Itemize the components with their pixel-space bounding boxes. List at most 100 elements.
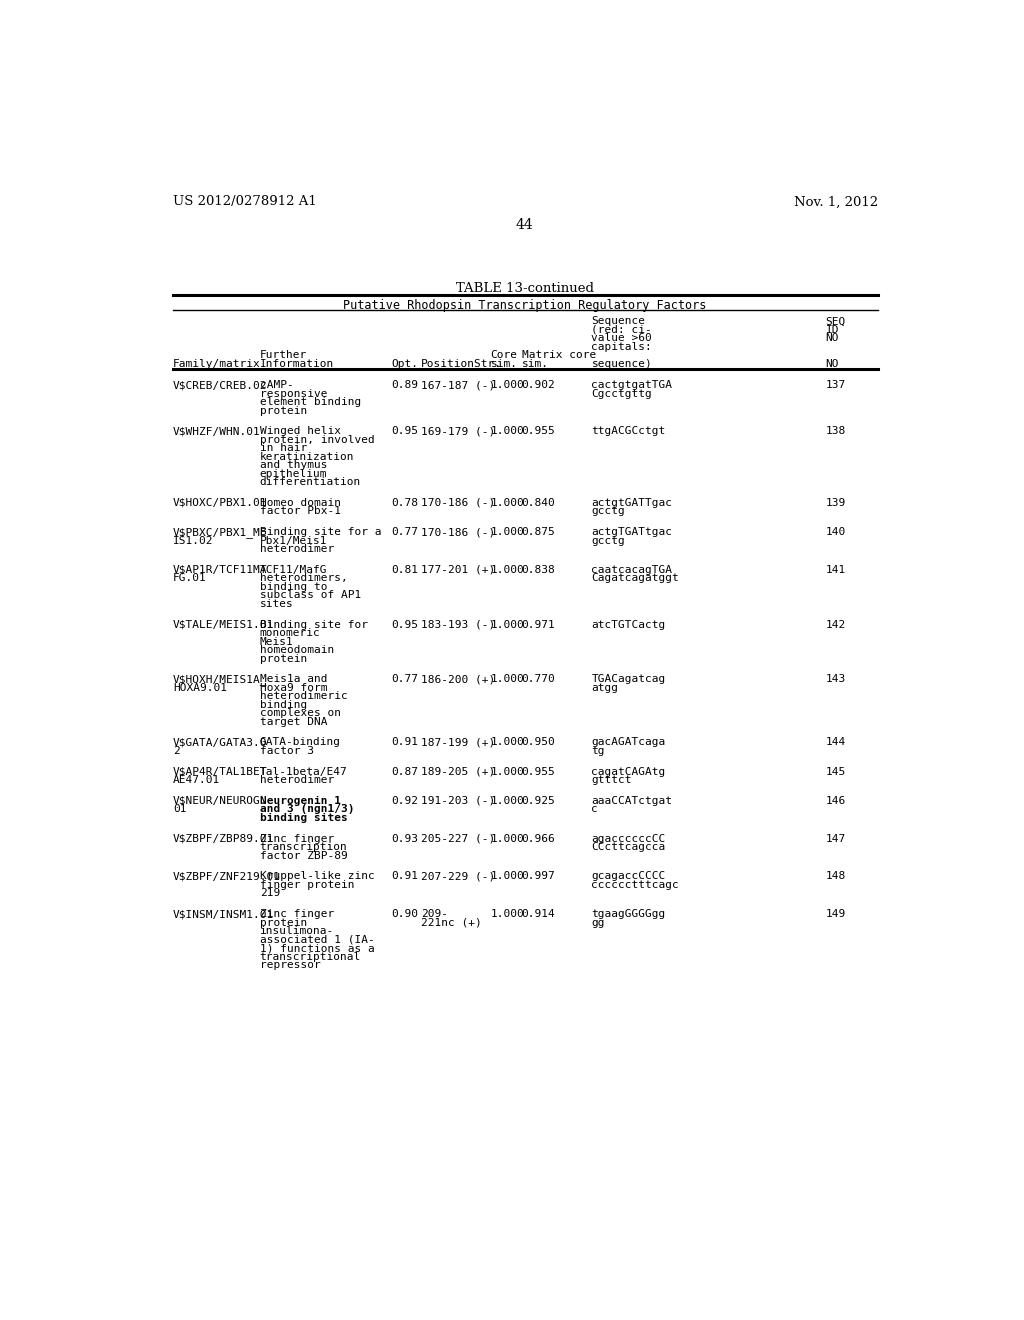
Text: c: c — [592, 804, 598, 814]
Text: tgaagGGGGgg: tgaagGGGGgg — [592, 909, 666, 919]
Text: 0.875: 0.875 — [521, 527, 555, 537]
Text: V$HOXC/PBX1.01: V$HOXC/PBX1.01 — [173, 498, 267, 508]
Text: 189-205 (+): 189-205 (+) — [421, 767, 496, 776]
Text: 170-186 (-): 170-186 (-) — [421, 527, 496, 537]
Text: GATA-binding: GATA-binding — [260, 738, 341, 747]
Text: 1.000: 1.000 — [490, 619, 524, 630]
Text: 0.950: 0.950 — [521, 738, 555, 747]
Text: TABLE 13-continued: TABLE 13-continued — [456, 281, 594, 294]
Text: 146: 146 — [825, 796, 846, 807]
Text: 1.000: 1.000 — [490, 796, 524, 807]
Text: Neurogenin 1: Neurogenin 1 — [260, 796, 341, 807]
Text: atgg: atgg — [592, 682, 618, 693]
Text: binding sites: binding sites — [260, 813, 347, 822]
Text: Binding site for: Binding site for — [260, 619, 368, 630]
Text: insulimona-: insulimona- — [260, 927, 334, 936]
Text: binding: binding — [260, 700, 307, 710]
Text: 1.000: 1.000 — [490, 675, 524, 684]
Text: 149: 149 — [825, 909, 846, 919]
Text: 0.966: 0.966 — [521, 834, 555, 843]
Text: subclass of AP1: subclass of AP1 — [260, 590, 361, 601]
Text: protein: protein — [260, 405, 307, 416]
Text: epithelium: epithelium — [260, 469, 328, 479]
Text: value >60: value >60 — [592, 333, 652, 343]
Text: tg: tg — [592, 746, 605, 756]
Text: V$ZBPF/ZBP89.01: V$ZBPF/ZBP89.01 — [173, 834, 274, 843]
Text: 0.77: 0.77 — [391, 527, 419, 537]
Text: Zinc finger: Zinc finger — [260, 909, 334, 919]
Text: sim.: sim. — [521, 359, 549, 368]
Text: gacAGATcaga: gacAGATcaga — [592, 738, 666, 747]
Text: cccccctttcagc: cccccctttcagc — [592, 880, 679, 890]
Text: IS1.02: IS1.02 — [173, 536, 213, 545]
Text: 0.78: 0.78 — [391, 498, 419, 508]
Text: 221nc (+): 221nc (+) — [421, 917, 481, 928]
Text: (red: ci-: (red: ci- — [592, 325, 652, 335]
Text: V$AP4R/TAL1BET: V$AP4R/TAL1BET — [173, 767, 267, 776]
Text: 167-187 (-): 167-187 (-) — [421, 380, 496, 391]
Text: protein: protein — [260, 653, 307, 664]
Text: Homeo domain: Homeo domain — [260, 498, 341, 508]
Text: 207-229 (-): 207-229 (-) — [421, 871, 496, 882]
Text: 0.902: 0.902 — [521, 380, 555, 391]
Text: V$PBXC/PBX1_ME: V$PBXC/PBX1_ME — [173, 527, 267, 539]
Text: finger protein: finger protein — [260, 880, 354, 890]
Text: 140: 140 — [825, 527, 846, 537]
Text: 0.90: 0.90 — [391, 909, 419, 919]
Text: V$NEUR/NEUROG.: V$NEUR/NEUROG. — [173, 796, 267, 807]
Text: cAMP-: cAMP- — [260, 380, 294, 391]
Text: 141: 141 — [825, 565, 846, 576]
Text: 205-227 (-): 205-227 (-) — [421, 834, 496, 843]
Text: actgTGATtgac: actgTGATtgac — [592, 527, 673, 537]
Text: 0.971: 0.971 — [521, 619, 555, 630]
Text: sites: sites — [260, 599, 294, 609]
Text: 147: 147 — [825, 834, 846, 843]
Text: 1.000: 1.000 — [490, 738, 524, 747]
Text: 145: 145 — [825, 767, 846, 776]
Text: Meis1: Meis1 — [260, 636, 294, 647]
Text: and 3 (ngn1/3): and 3 (ngn1/3) — [260, 804, 354, 814]
Text: gtttct: gtttct — [592, 775, 632, 785]
Text: and thymus: and thymus — [260, 461, 328, 470]
Text: protein, involved: protein, involved — [260, 434, 375, 445]
Text: Information: Information — [260, 359, 334, 368]
Text: 1.000: 1.000 — [490, 527, 524, 537]
Text: SEQ: SEQ — [825, 317, 846, 326]
Text: V$WHZF/WHN.01: V$WHZF/WHN.01 — [173, 426, 261, 437]
Text: 191-203 (-): 191-203 (-) — [421, 796, 496, 807]
Text: heterodimers,: heterodimers, — [260, 573, 347, 583]
Text: V$TALE/MEIS1.01: V$TALE/MEIS1.01 — [173, 619, 274, 630]
Text: element binding: element binding — [260, 397, 361, 407]
Text: 143: 143 — [825, 675, 846, 684]
Text: gcctg: gcctg — [592, 536, 626, 545]
Text: differentiation: differentiation — [260, 478, 361, 487]
Text: Family/matrix: Family/matrix — [173, 359, 261, 368]
Text: 1.000: 1.000 — [490, 565, 524, 576]
Text: 0.95: 0.95 — [391, 619, 419, 630]
Text: 0.87: 0.87 — [391, 767, 419, 776]
Text: 1.000: 1.000 — [490, 834, 524, 843]
Text: complexes on: complexes on — [260, 708, 341, 718]
Text: 0.81: 0.81 — [391, 565, 419, 576]
Text: 177-201 (+): 177-201 (+) — [421, 565, 496, 576]
Text: 0.997: 0.997 — [521, 871, 555, 882]
Text: 0.955: 0.955 — [521, 426, 555, 437]
Text: V$AP1R/TCF11MA: V$AP1R/TCF11MA — [173, 565, 267, 576]
Text: PositionStr.: PositionStr. — [421, 359, 502, 368]
Text: 0.91: 0.91 — [391, 738, 419, 747]
Text: 139: 139 — [825, 498, 846, 508]
Text: sequence): sequence) — [592, 359, 652, 368]
Text: Pbx1/Meis1: Pbx1/Meis1 — [260, 536, 328, 545]
Text: heterodimer: heterodimer — [260, 775, 334, 785]
Text: 2: 2 — [173, 746, 179, 756]
Text: gcctg: gcctg — [592, 507, 626, 516]
Text: 1.000: 1.000 — [490, 498, 524, 508]
Text: transcription: transcription — [260, 842, 347, 853]
Text: agaccccccCC: agaccccccCC — [592, 834, 666, 843]
Text: sim.: sim. — [490, 359, 518, 368]
Text: FG.01: FG.01 — [173, 573, 207, 583]
Text: Sequence: Sequence — [592, 317, 645, 326]
Text: 1.000: 1.000 — [490, 380, 524, 391]
Text: cactgtgatTGA: cactgtgatTGA — [592, 380, 673, 391]
Text: 148: 148 — [825, 871, 846, 882]
